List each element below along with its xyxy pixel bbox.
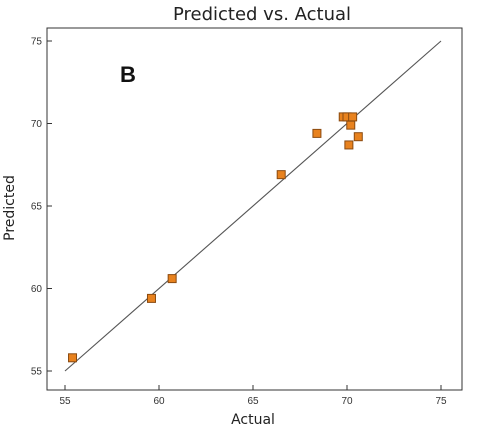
reference-line <box>64 40 442 372</box>
data-point <box>68 353 78 363</box>
x-tick-label: 65 <box>247 396 259 407</box>
data-point <box>276 170 286 180</box>
data-points <box>68 112 363 363</box>
data-point <box>167 274 177 284</box>
x-tick-label: 60 <box>153 396 165 407</box>
x-axis-label: Actual <box>231 412 275 428</box>
x-tick-label: 75 <box>435 396 447 407</box>
y-tick-label: 75 <box>31 37 43 48</box>
x-tick-label: 70 <box>341 396 353 407</box>
chart-title: Predicted vs. Actual <box>173 4 351 25</box>
x-tick-label: 55 <box>59 396 71 407</box>
y-tick-label: 60 <box>31 284 43 295</box>
data-point <box>346 120 356 130</box>
data-point <box>344 140 354 150</box>
data-point <box>312 128 322 138</box>
y-tick-label: 65 <box>31 202 43 213</box>
data-point <box>348 112 358 122</box>
y-axis-label: Predicted <box>2 175 18 241</box>
axis-ticks: 55 60 65 70 75 55 60 65 70 75 <box>31 37 447 408</box>
panel-label: B <box>120 62 136 87</box>
data-point <box>353 132 363 142</box>
data-point <box>146 293 156 303</box>
y-tick-label: 70 <box>31 119 43 130</box>
plot-frame <box>46 27 463 391</box>
y-tick-label: 55 <box>31 367 43 378</box>
